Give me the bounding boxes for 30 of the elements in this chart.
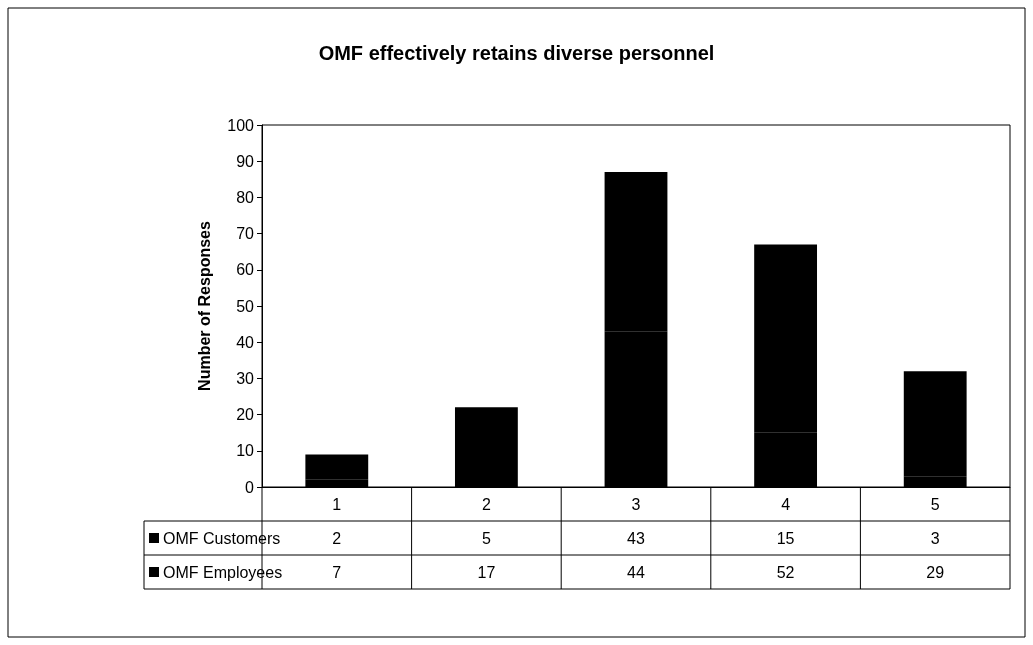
y-tick-label: 30 xyxy=(236,369,255,387)
data-label: 2 xyxy=(332,529,342,547)
data-label: 15 xyxy=(776,529,795,547)
x-tick-label: 1 xyxy=(332,495,342,513)
y-tick-label: 100 xyxy=(227,116,255,134)
y-tick-label: 40 xyxy=(236,333,255,351)
data-label: 29 xyxy=(926,563,945,581)
y-tick-label: 0 xyxy=(245,478,255,496)
data-label: 5 xyxy=(481,529,491,547)
y-tick-label: 50 xyxy=(236,297,255,315)
data-label: 44 xyxy=(627,563,645,581)
y-tick-label: 70 xyxy=(236,225,255,243)
x-tick-label: 5 xyxy=(930,495,940,513)
data-label: 43 xyxy=(627,529,645,547)
x-tick-label: 4 xyxy=(781,495,791,513)
chart-title: OMF effectively retains diverse personnel xyxy=(318,42,715,64)
data-label: 17 xyxy=(477,563,496,581)
y-tick-label: 10 xyxy=(236,442,255,460)
y-tick-label: 60 xyxy=(236,261,255,279)
y-tick-label: 90 xyxy=(236,152,255,170)
x-tick-label: 3 xyxy=(631,495,641,513)
data-label: 52 xyxy=(776,563,795,581)
data-label: 7 xyxy=(332,563,342,581)
y-axis-title: Number of Responses xyxy=(195,220,213,391)
y-tick-label: 20 xyxy=(236,406,255,424)
y-tick-label: 80 xyxy=(236,188,255,206)
legend-label: OMF Customers xyxy=(163,529,281,547)
legend-label: OMF Employees xyxy=(163,563,283,581)
x-tick-label: 2 xyxy=(481,495,491,513)
data-label: 3 xyxy=(930,529,940,547)
